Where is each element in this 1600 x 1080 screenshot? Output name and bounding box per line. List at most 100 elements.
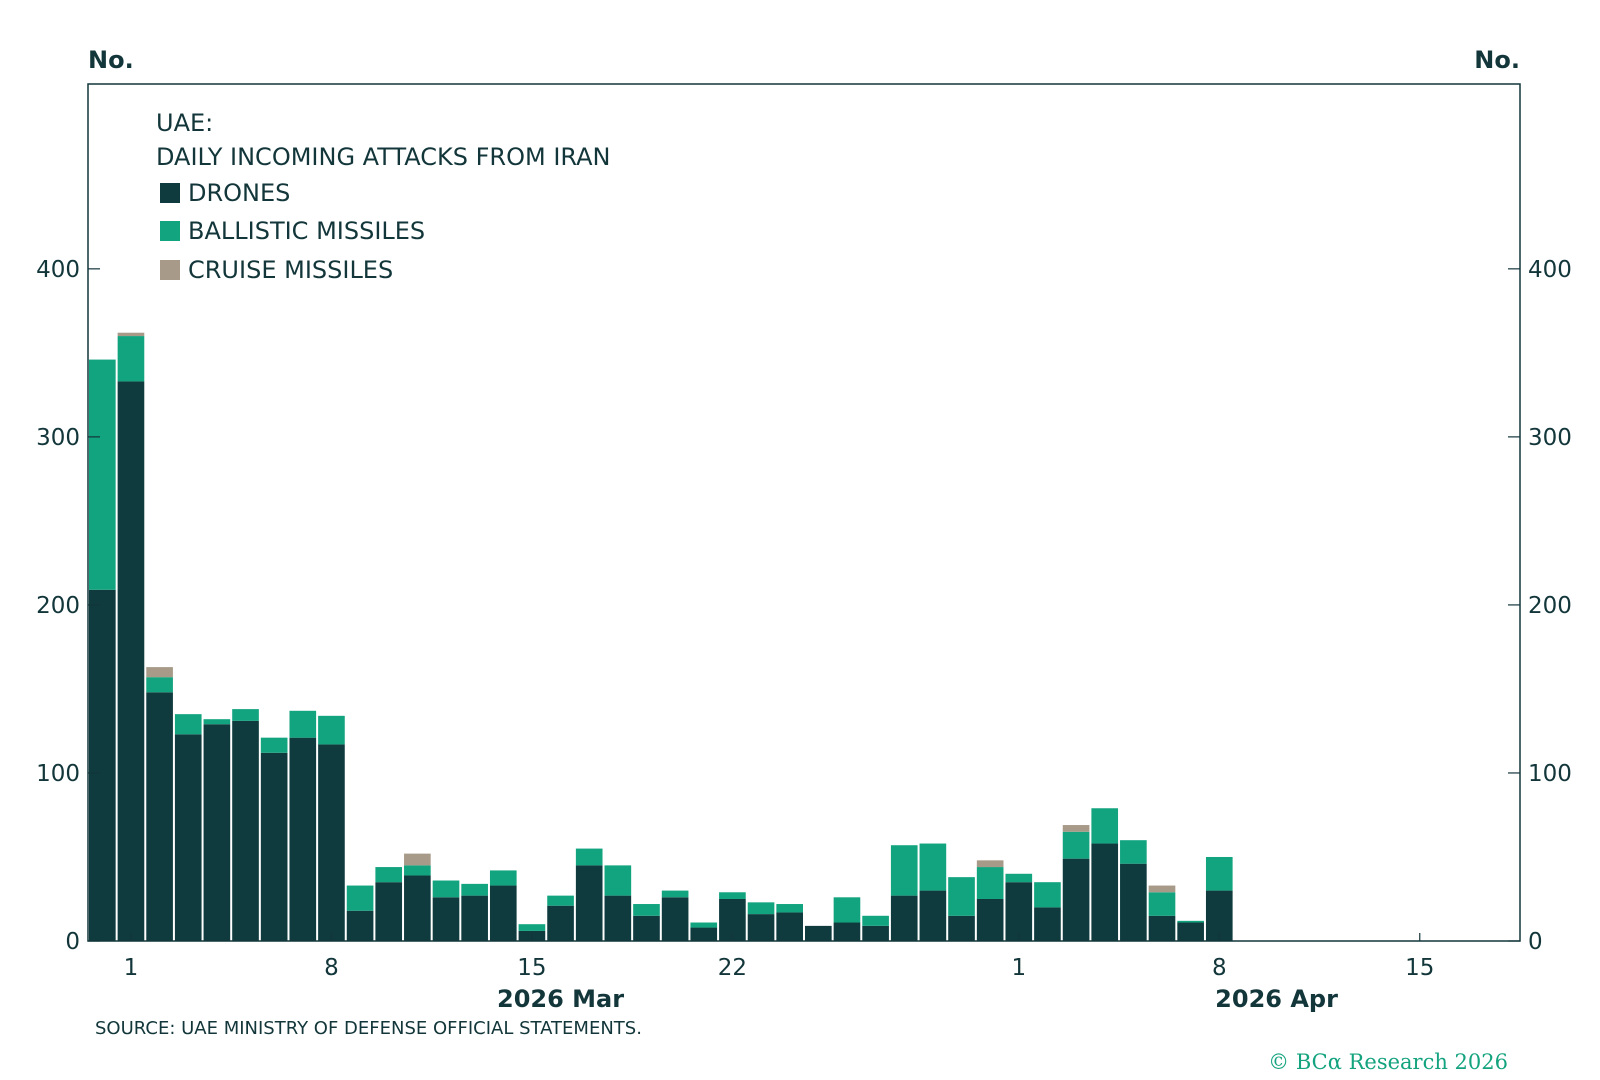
axes-layer: 0 0 100 100 200 200 300 300 400 400 1 8 15 22 1 8 15 2026… [36, 257, 1572, 1013]
bar-ballistic [1205, 856, 1233, 891]
bar-ballistic [1034, 882, 1061, 908]
bar-drones [747, 914, 775, 941]
y-tick-label-left: 200 [36, 593, 80, 619]
x-tick-label: 8 [1212, 955, 1227, 981]
bar-drones [89, 589, 116, 941]
bar-ballistic [862, 915, 889, 926]
bar-drones [174, 734, 202, 941]
legend-label-ballistic: BALLISTIC MISSILES [188, 217, 425, 245]
bar-ballistic [690, 922, 718, 928]
y-tick-label-left: 0 [65, 929, 80, 955]
bar-drones [661, 897, 689, 941]
bar-ballistic [117, 336, 145, 382]
legend-swatch-cruise [160, 260, 180, 280]
bar-ballistic [604, 865, 632, 896]
bar-drones [232, 720, 259, 941]
bar-ballistic [260, 737, 288, 753]
bar-ballistic [976, 867, 1004, 899]
bar-ballistic [146, 677, 173, 693]
bar-drones [633, 915, 660, 941]
bars-layer [89, 332, 1233, 941]
bar-drones [1205, 890, 1233, 941]
legend-label-cruise: CRUISE MISSILES [188, 256, 393, 284]
bar-drones [976, 898, 1004, 941]
bar-ballistic [404, 865, 431, 876]
bar-drones [862, 925, 889, 941]
y-tick-label-right: 200 [1528, 593, 1572, 619]
bar-ballistic [719, 892, 746, 899]
bar-drones [346, 910, 374, 941]
plot-frame [87, 83, 1521, 942]
bar-ballistic [633, 904, 660, 916]
y-tick-label-right: 400 [1528, 257, 1572, 283]
x-tick-label: 1 [124, 955, 139, 981]
x-tick-label: 22 [718, 955, 747, 981]
bar-ballistic [518, 924, 546, 931]
legend-swatch-drones [160, 183, 180, 203]
y-tick-label-left: 300 [36, 425, 80, 451]
bar-ballistic [833, 897, 861, 923]
x-month-label: 2026 Mar [497, 985, 624, 1013]
bar-ballistic [747, 902, 775, 915]
y-tick-label-right: 100 [1528, 761, 1572, 787]
bar-ballistic [1177, 920, 1204, 923]
bar-drones [1005, 882, 1033, 941]
bar-ballistic [232, 709, 259, 721]
right-unit-label: No. [1474, 46, 1520, 74]
legend: UAE: DAILY INCOMING ATTACKS FROM IRAN DR… [156, 109, 610, 284]
bar-cruise [1148, 885, 1176, 893]
bar-drones [461, 895, 488, 941]
bar-drones [375, 882, 403, 941]
legend-label-drones: DRONES [188, 179, 290, 207]
legend-swatch-ballistic [160, 221, 180, 241]
bar-drones [289, 737, 317, 941]
y-tick-label-right: 0 [1528, 929, 1543, 955]
bar-ballistic [489, 870, 517, 886]
bar-drones [260, 752, 288, 941]
bar-ballistic [203, 719, 231, 725]
bar-drones [575, 865, 603, 941]
bar-ballistic [547, 895, 574, 906]
y-tick-label-left: 100 [36, 761, 80, 787]
bar-ballistic [461, 883, 488, 896]
y-tick-label-right: 300 [1528, 425, 1572, 451]
bar-drones [432, 897, 460, 941]
bar-drones [489, 885, 517, 941]
bar-drones [117, 381, 145, 941]
bar-ballistic [89, 359, 116, 590]
bar-cruise [117, 332, 145, 337]
bar-drones [690, 927, 718, 941]
bar-drones [805, 925, 832, 941]
bar-ballistic [1120, 840, 1147, 864]
y-tick-label-left: 400 [36, 257, 80, 283]
bar-ballistic [575, 848, 603, 866]
x-tick-label: 15 [517, 955, 546, 981]
left-unit-label: No. [88, 46, 134, 74]
bar-ballistic [1062, 831, 1090, 859]
bar-ballistic [1148, 892, 1176, 916]
chart-title-line2: DAILY INCOMING ATTACKS FROM IRAN [156, 143, 610, 171]
bar-drones [1148, 915, 1176, 941]
bar-drones [1091, 843, 1119, 941]
chart-title-line1: UAE: [156, 109, 213, 137]
bar-drones [890, 895, 918, 941]
bar-drones [404, 875, 431, 941]
bar-ballistic [432, 880, 460, 898]
bar-ballistic [174, 714, 202, 735]
bar-drones [604, 895, 632, 941]
x-tick-label: 1 [1011, 955, 1026, 981]
x-tick-label: 15 [1405, 955, 1434, 981]
bar-drones [948, 915, 975, 941]
bar-drones [146, 692, 173, 941]
x-month-label: 2026 Apr [1215, 985, 1338, 1013]
bar-cruise [1062, 825, 1090, 832]
bar-drones [1062, 858, 1090, 941]
bar-ballistic [318, 715, 345, 745]
bar-ballistic [661, 890, 689, 898]
bar-drones [203, 724, 231, 941]
bar-drones [318, 744, 345, 941]
bar-ballistic [289, 710, 317, 738]
copyright-notice: © BCα Research 2026 [1268, 1050, 1508, 1074]
bar-cruise [146, 667, 173, 678]
